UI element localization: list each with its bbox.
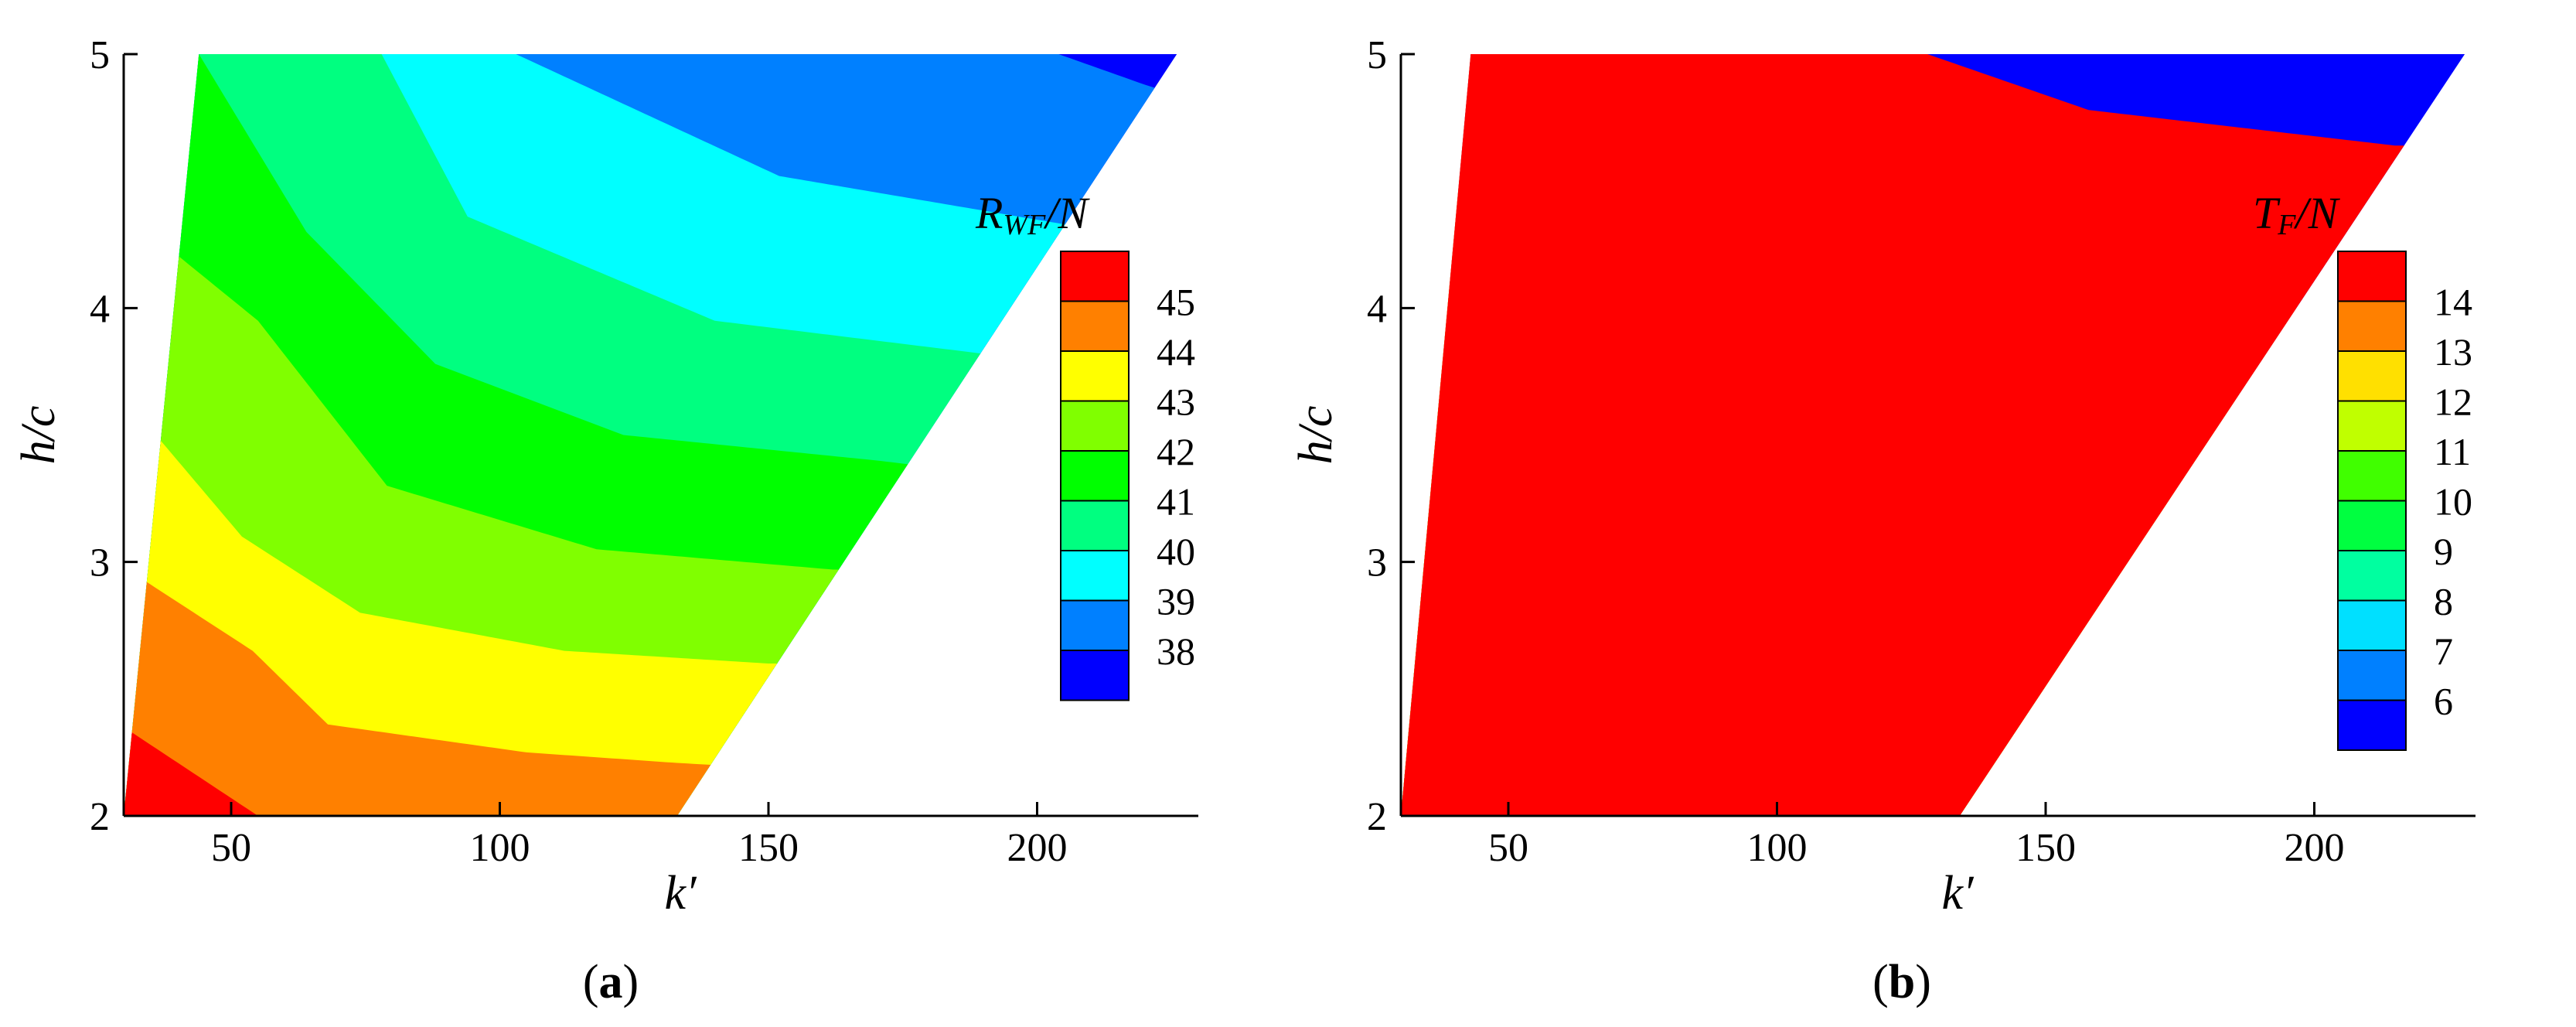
- x-tick-label: 100: [470, 826, 530, 870]
- x-tick-label: 50: [1488, 826, 1528, 870]
- legend-title-suffix: /N: [2293, 188, 2340, 238]
- legend-swatch: [2337, 350, 2407, 402]
- legend-label: 39: [1157, 580, 1195, 623]
- legend-label: 44: [1157, 330, 1195, 374]
- legend-swatch: [1060, 550, 1130, 602]
- legend: RWF/N 38 39 40 41 42 43 44 45: [975, 188, 1195, 701]
- x-tick-label: 200: [1007, 826, 1068, 870]
- legend-title-sub: WF: [1003, 209, 1046, 241]
- contour-fills: [124, 54, 1177, 816]
- legend-title-sub: F: [2277, 209, 2296, 241]
- contour-panel-a: 50 100 150 2002345k′h/cRWF/N383940414243444…: [12, 33, 1198, 1008]
- legend-swatch: [2337, 450, 2407, 502]
- panel-caption-letter: a: [599, 956, 623, 1008]
- y-tick-label: 3: [90, 541, 110, 585]
- legend-title: TF/N: [2253, 188, 2341, 241]
- legend-label: 7: [2434, 630, 2453, 673]
- legend-swatch: [2337, 300, 2407, 352]
- legend-label: 12: [2434, 380, 2472, 424]
- y-tick-label: 4: [1367, 287, 1387, 331]
- panel-caption: (a): [583, 956, 639, 1008]
- x-tick-label: 50: [211, 826, 251, 870]
- legend-title: RWF/N: [975, 188, 1090, 241]
- legend-label: 13: [2434, 330, 2472, 374]
- contour-band: [124, 211, 1177, 816]
- legend-swatch: [1060, 599, 1130, 651]
- contour-band: [124, 397, 1177, 816]
- contour-fills: [1401, 54, 2465, 816]
- legend-title-main: R: [975, 188, 1003, 238]
- legend-title-main: T: [2253, 188, 2281, 238]
- legend-swatch: [1060, 450, 1130, 502]
- legend-label: 10: [2434, 480, 2472, 524]
- legend-label: 42: [1157, 430, 1195, 473]
- legend-swatch: [2337, 650, 2407, 701]
- legend-label: 38: [1157, 630, 1195, 673]
- legend-swatch: [2337, 251, 2407, 302]
- y-tick-label: 5: [90, 33, 110, 77]
- legend-label: 8: [2434, 580, 2453, 623]
- legend-swatch: [1060, 650, 1130, 701]
- y-tick-label: 3: [1367, 541, 1387, 585]
- x-tick-label: 150: [738, 826, 799, 870]
- legend-label: 41: [1157, 480, 1195, 524]
- y-tick-label: 2: [1367, 795, 1387, 839]
- y-axis-label: h/c: [12, 406, 65, 465]
- legend-swatch: [2337, 500, 2407, 551]
- legend-swatch: [2337, 400, 2407, 452]
- y-tick-label: 4: [90, 287, 110, 331]
- contour-band: [1401, 54, 2465, 816]
- y-tick-label: 2: [90, 795, 110, 839]
- x-axis-label: k′: [1941, 867, 1975, 920]
- legend-label: 6: [2434, 680, 2453, 723]
- contour-panel-b: 50 100 150 200 2 3 4 5 k′ h/c TF/N 6 7 8 9 10 11 12 13 14 (b…: [1290, 33, 2475, 1008]
- legend-swatch: [2337, 599, 2407, 651]
- legend-label: 9: [2434, 530, 2453, 573]
- x-axis-label: k′: [664, 867, 697, 920]
- legend: TF/N 6 7 8 9 10 11 12 13 14: [2253, 188, 2472, 751]
- legend-label: 43: [1157, 380, 1195, 424]
- legend-swatch: [1060, 300, 1130, 352]
- y-axis-label: h/c: [1290, 406, 1342, 465]
- legend-swatch: [2337, 550, 2407, 602]
- legend-label: 45: [1157, 281, 1195, 324]
- panel-caption: (b): [1872, 956, 1931, 1008]
- legend-label: 40: [1157, 530, 1195, 573]
- legend-swatch: [1060, 251, 1130, 302]
- x-tick-label: 200: [2285, 826, 2345, 870]
- legend-label: 11: [2434, 430, 2471, 473]
- legend-title-suffix: /N: [1043, 188, 1090, 238]
- x-tick-label: 150: [2015, 826, 2076, 870]
- legend-swatch: [1060, 350, 1130, 402]
- x-tick-label: 100: [1747, 826, 1808, 870]
- legend-swatch: [2337, 699, 2407, 751]
- legend-label: 14: [2434, 281, 2472, 324]
- y-tick-label: 5: [1367, 33, 1387, 77]
- legend-swatch: [1060, 500, 1130, 551]
- panel-caption-letter: b: [1889, 956, 1915, 1008]
- legend-swatch: [1060, 400, 1130, 452]
